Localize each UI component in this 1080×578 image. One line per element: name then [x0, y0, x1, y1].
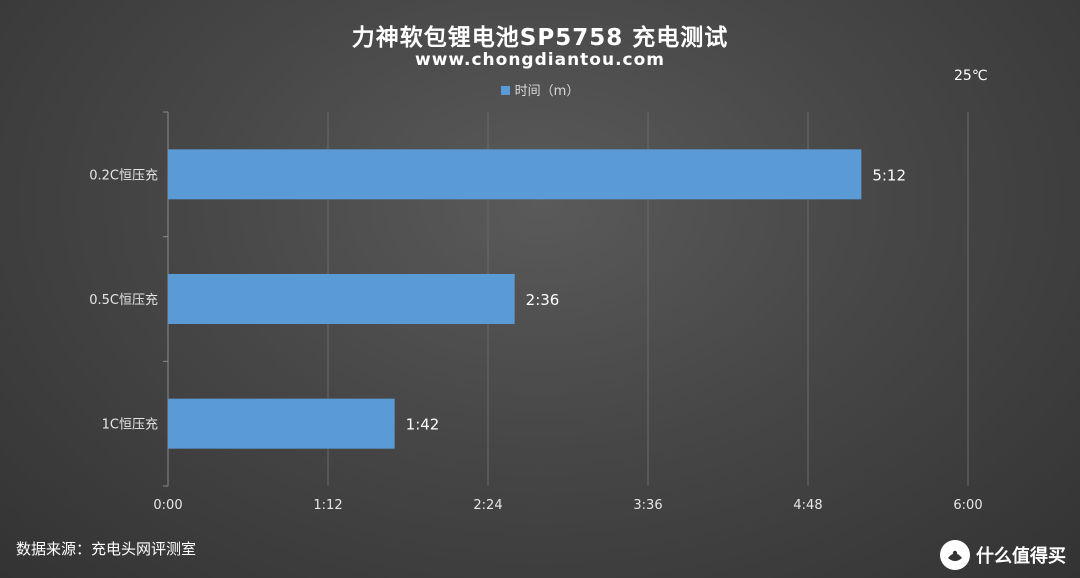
data-source: 数据来源：充电头网评测室: [16, 540, 197, 558]
x-tick-label: 0:00: [153, 498, 182, 513]
x-tick-label: 1:12: [313, 498, 342, 513]
data-label: 2:36: [526, 291, 560, 309]
bar: [168, 274, 515, 324]
temperature-label: 25℃: [954, 68, 988, 84]
bar: [168, 398, 395, 449]
x-tick-label: 4:48: [793, 498, 822, 513]
y-tick-label: 1C恒压充: [102, 417, 158, 433]
x-tick-label: 6:00: [953, 498, 982, 513]
bar: [168, 149, 862, 200]
legend-label: 时间（m）: [514, 84, 580, 99]
y-tick-label: 0.2C恒压充: [89, 167, 158, 183]
x-tick-label: 2:24: [473, 498, 502, 513]
chart-title: 力神软包锂电池SP5758 充电测试: [351, 25, 729, 51]
legend: 时间（m）: [0, 80, 1080, 99]
brand-text: 什么值得买: [976, 546, 1066, 567]
brand-logo: 什么值得买: [940, 540, 1066, 570]
data-label: 5:12: [872, 166, 906, 184]
brand-icon: [940, 540, 970, 570]
y-tick-label: 0.5C恒压充: [89, 292, 158, 308]
legend-swatch: [500, 86, 510, 95]
x-tick-label: 3:36: [633, 498, 662, 513]
data-label: 1:42: [406, 416, 440, 434]
chart-subtitle: www.chongdiantou.com: [414, 50, 666, 70]
